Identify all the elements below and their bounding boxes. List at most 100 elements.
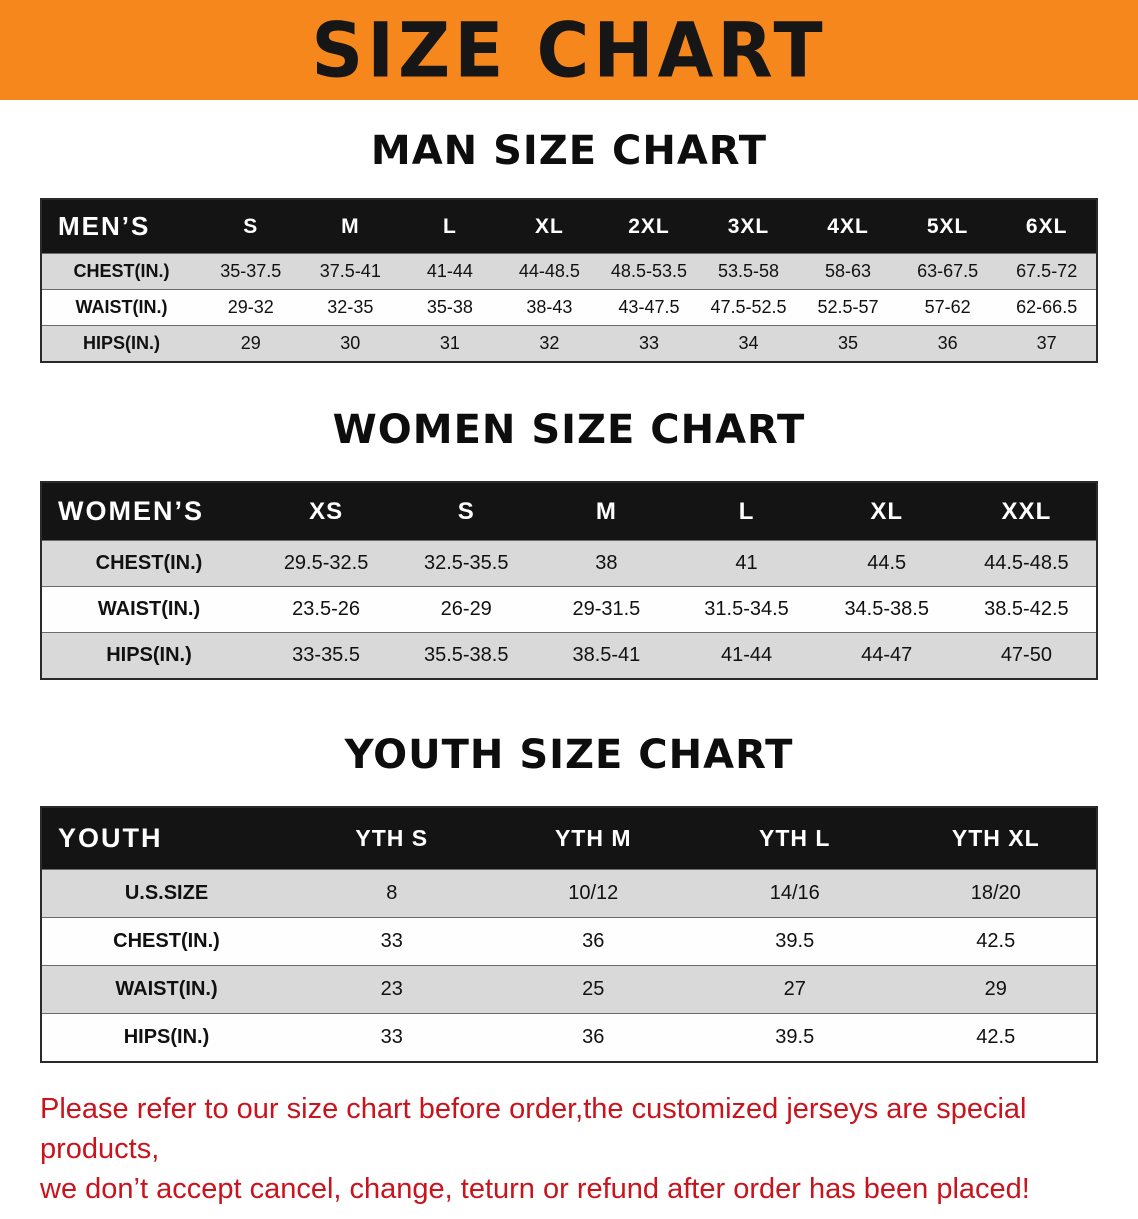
value-cell: 44-47	[861, 644, 913, 666]
table-row: WAIST(IN.) 29-32 32-35 35-38 38-43 43-47.5 47.…	[41, 289, 1097, 326]
value-cell: 33-35.5	[292, 644, 360, 666]
value-cell: 33	[380, 930, 403, 952]
size-header-cell: YTH M	[492, 807, 694, 870]
value-cell: 38	[595, 552, 618, 574]
value-cell: 29	[240, 333, 261, 353]
table-header-row: MEN’S S M L XL 2XL 3XL 4XL 5XL 6XL	[41, 199, 1097, 254]
table-row: CHEST(IN.) 35-37.5 37.5-41 41-44 44-48.5 48.5…	[41, 253, 1097, 290]
size-header-cell: L	[400, 199, 500, 254]
value-cell: 42.5	[976, 1026, 1016, 1048]
disclaimer-line-1: Please refer to our size chart before or…	[40, 1093, 1027, 1166]
value-cell: 38.5-41	[572, 644, 641, 666]
value-cell: 26-29	[440, 598, 492, 620]
table-row: WAIST(IN.) 23 25 27 29	[41, 965, 1097, 1014]
table-row: HIPS(IN.) 33 36 39.5 42.5	[41, 1013, 1097, 1062]
size-header-cell: 5XL	[897, 199, 998, 254]
value-cell: 10/12	[568, 882, 619, 904]
value-cell: 29.5-32.5	[283, 552, 369, 574]
women-size-section: WOMEN SIZE CHART WOMEN’S XS S M L XL XXL CHEST(…	[0, 363, 1138, 680]
size-header-cell: XL	[816, 482, 957, 541]
value-cell: 30	[340, 333, 361, 353]
value-cell: 31	[439, 333, 460, 353]
size-header-cell: XS	[256, 482, 397, 541]
table-row: WAIST(IN.) 23.5-26 26-29 29-31.5 31.5-34.5 34…	[41, 586, 1097, 633]
value-cell: 62-66.5	[1016, 297, 1078, 317]
value-cell: 37	[1036, 333, 1057, 353]
banner: SIZE CHART	[0, 0, 1138, 100]
value-cell: 35.5-38.5	[423, 644, 509, 666]
row-label-cell: U.S.SIZE	[124, 882, 209, 904]
value-cell: 36	[937, 333, 958, 353]
table-row: CHEST(IN.) 29.5-32.5 32.5-35.5 38 41 44.5 44.5…	[41, 540, 1097, 587]
value-cell: 8	[386, 882, 398, 904]
disclaimer: Please refer to our size chart before or…	[40, 1089, 1114, 1209]
size-header-cell: S	[201, 199, 301, 254]
table-title-cell: MEN’S	[41, 199, 201, 254]
value-cell: 36	[582, 930, 605, 952]
value-cell: 52.5-57	[817, 297, 879, 317]
table-title-cell: YOUTH	[41, 807, 291, 870]
value-cell: 18/20	[970, 882, 1021, 904]
value-cell: 23.5-26	[292, 598, 360, 620]
women-size-heading: WOMEN SIZE CHART	[332, 407, 806, 453]
value-cell: 29-32	[227, 297, 274, 317]
women-size-table: WOMEN’S XS S M L XL XXL CHEST(IN.) 29.5-32.5 32.5…	[40, 481, 1098, 680]
table-header-row: WOMEN’S XS S M L XL XXL	[41, 482, 1097, 541]
man-size-section: MAN SIZE CHART MEN’S S M L XL 2XL 3XL 4XL 5XL 6XL…	[0, 100, 1138, 363]
value-cell: 42.5	[976, 930, 1016, 952]
value-cell: 63-67.5	[917, 261, 979, 281]
value-cell: 43-47.5	[618, 297, 680, 317]
value-cell: 33	[380, 1026, 403, 1048]
youth-size-heading: YOUTH SIZE CHART	[344, 732, 794, 778]
value-cell: 57-62	[924, 297, 971, 317]
size-header-cell: 2XL	[599, 199, 699, 254]
size-header-cell: 6XL	[997, 199, 1097, 254]
table-row: HIPS(IN.) 33-35.5 35.5-38.5 38.5-41 41-44 44-…	[41, 632, 1097, 679]
men-size-table: MEN’S S M L XL 2XL 3XL 4XL 5XL 6XL CHEST(IN.) 35-37…	[40, 198, 1098, 363]
value-cell: 34	[738, 333, 759, 353]
table-row: U.S.SIZE 8 10/12 14/16 18/20	[41, 869, 1097, 918]
row-label-cell: CHEST(IN.)	[73, 261, 170, 281]
value-cell: 41	[735, 552, 758, 574]
size-header-cell: S	[396, 482, 537, 541]
row-label-cell: CHEST(IN.)	[113, 930, 220, 952]
size-header-cell: YTH XL	[895, 807, 1097, 870]
row-label-cell: HIPS(IN.)	[82, 333, 160, 353]
value-cell: 36	[582, 1026, 605, 1048]
size-header-cell: M	[536, 482, 677, 541]
man-size-heading: MAN SIZE CHART	[370, 128, 768, 174]
value-cell: 39.5	[775, 930, 815, 952]
value-cell: 32-35	[327, 297, 374, 317]
value-cell: 41-44	[426, 261, 473, 281]
row-label-cell: WAIST(IN.)	[97, 598, 201, 620]
value-cell: 29-31.5	[572, 598, 641, 620]
table-header-row: YOUTH YTH S YTH M YTH L YTH XL	[41, 807, 1097, 870]
size-header-cell: 3XL	[698, 199, 799, 254]
banner-title: SIZE CHART	[311, 5, 827, 95]
size-header-cell: 4XL	[798, 199, 898, 254]
disclaimer-line-2: we don’t accept cancel, change, teturn o…	[40, 1173, 1030, 1206]
value-cell: 48.5-53.5	[610, 261, 687, 281]
value-cell: 25	[582, 978, 605, 1000]
table-title-cell: WOMEN’S	[41, 482, 256, 541]
value-cell: 34.5-38.5	[844, 598, 929, 620]
value-cell: 47-50	[1000, 644, 1052, 666]
row-label-cell: HIPS(IN.)	[106, 644, 192, 666]
table-row: HIPS(IN.) 29 30 31 32 33 34 35 36 37	[41, 325, 1097, 362]
value-cell: 67.5-72	[1016, 261, 1078, 281]
value-cell: 58-63	[825, 261, 872, 281]
value-cell: 23	[380, 978, 403, 1000]
value-cell: 44.5-48.5	[984, 552, 1069, 574]
value-cell: 39.5	[775, 1026, 815, 1048]
value-cell: 32	[539, 333, 560, 353]
table-row: CHEST(IN.) 33 36 39.5 42.5	[41, 917, 1097, 966]
size-header-cell: YTH S	[291, 807, 493, 870]
size-header-cell: XL	[499, 199, 600, 254]
youth-size-table: YOUTH YTH S YTH M YTH L YTH XL U.S.SIZE 8 10/12…	[40, 806, 1098, 1063]
youth-size-section: YOUTH SIZE CHART YOUTH YTH S YTH M YTH L YTH…	[0, 680, 1138, 1063]
value-cell: 53.5-58	[717, 261, 780, 281]
size-header-cell: XXL	[956, 482, 1097, 541]
value-cell: 41-44	[720, 644, 773, 666]
row-label-cell: CHEST(IN.)	[95, 552, 203, 574]
value-cell: 35-38	[426, 297, 473, 317]
